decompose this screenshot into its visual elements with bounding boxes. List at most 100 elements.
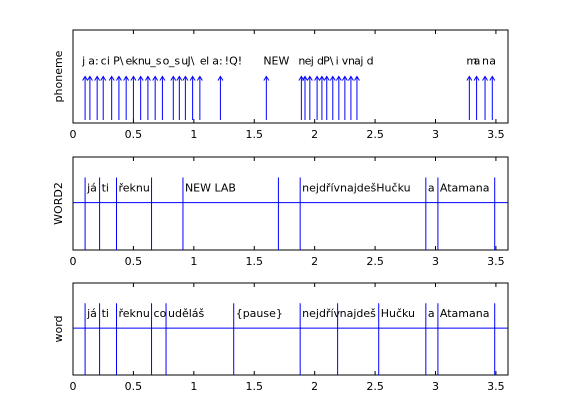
stem-arrowhead [152,75,159,81]
phoneme-label: d [367,54,374,67]
phoneme-label: a [489,54,496,67]
x-tick-label: 3 [432,255,439,268]
stem-arrowhead [335,75,342,81]
segment-label: NEW LAB [185,181,236,194]
x-tick-label: 3.5 [487,128,505,141]
stem-arrowhead [130,75,137,81]
stem-arrowhead [329,75,336,81]
stem-arrowhead [100,75,107,81]
x-tick-label: 1.5 [246,128,264,141]
phoneme-label: m [466,54,477,67]
stem-arrowhead [108,75,115,81]
phoneme-label: P\ [113,54,124,67]
phoneme-label: l [206,54,209,67]
x-tick-label: 2.5 [366,380,384,393]
phoneme-label: _s [149,54,162,67]
phoneme-label: !Q! [225,54,242,67]
phoneme-label: J\ [186,54,194,67]
phoneme-label: i [107,54,110,67]
segment-label: řeknu [119,181,150,194]
x-tick-label: 3.5 [487,255,505,268]
phoneme-label: e [305,54,312,67]
segment-label: a [428,307,435,320]
x-tick-label: 3.5 [487,380,505,393]
stem-arrowhead [170,75,177,81]
x-tick-label: 1.5 [246,255,264,268]
x-tick-label: 3 [432,380,439,393]
phoneme-label: k [132,54,139,67]
x-tick-label: 1 [190,380,197,393]
x-tick-label: 1 [190,128,197,141]
phoneme-label: n [348,54,355,67]
stem-arrowhead [314,75,321,81]
stem-arrowhead [137,75,144,81]
panel-word: 0 0.5 1 1.5 2 2.5 3 3.5 word já ti řeknu co uděláš {pa… [52,282,509,393]
phoneme-label: n [482,54,489,67]
axes-box [72,156,509,251]
x-tick-label: 0 [70,128,77,141]
x-tick-label: 2.5 [366,255,384,268]
y-axis-label: word [52,315,65,342]
phoneme-label: o [163,54,170,67]
segment-label: a [428,181,435,194]
stem-arrowhead [86,75,93,81]
x-tick-label: 2.5 [366,128,384,141]
segment-label: ti [102,307,109,320]
x-tick-label: 2 [311,255,318,268]
x-tick-label: 1.5 [246,380,264,393]
phoneme-label: a [354,54,361,67]
phoneme-label: n [138,54,145,67]
phoneme-label: j [359,54,363,67]
stem-arrowhead [176,75,183,81]
segment-label: {pause} [236,307,283,320]
phoneme-label: P\ [323,54,334,67]
stem-arrowhead [466,75,473,81]
segment-label: Hučku [381,307,415,320]
phoneme-label: j [81,54,85,67]
x-tick-label: 0 [70,380,77,393]
stem-arrowhead [482,75,488,81]
x-tick-label: 2 [311,380,318,393]
x-tick-label: 3 [432,128,439,141]
phoneme-label: u [181,54,188,67]
stem-arrowhead [306,75,313,81]
x-tick-label: 0 [70,255,77,268]
axes-box [72,29,509,124]
stem-arrowhead [189,75,196,81]
panel-WORD2: 0 0.5 1 1.5 2 2.5 3 3.5 WORD2 já ti řeknu NEW LAB nej… [52,156,509,268]
stem-arrowhead [182,75,189,81]
phoneme-label: e [125,54,132,67]
stem-arrowhead [115,75,122,81]
segment-label: nejdřívnajdešHučku [302,181,410,194]
segment-label: co [154,307,167,320]
segment-label: já [86,181,97,194]
stem-arrowhead [94,75,101,81]
segment-label: já [86,307,97,320]
y-axis-label: WORD2 [52,182,65,225]
phoneme-label: n [298,54,305,67]
phoneme-label: _s [168,54,181,67]
segment-label: Atamana [440,181,490,194]
x-tick-label: 0.5 [125,128,143,141]
phoneme-label: d [317,54,324,67]
axes-box [72,282,509,376]
stem-arrowhead [82,75,89,81]
stem-arrowhead [217,75,224,81]
stem-arrowhead [123,75,130,81]
stem-arrowhead [489,75,496,81]
phoneme-label: a [474,54,481,67]
x-tick-label: 2 [311,128,318,141]
stem-arrowhead [473,75,480,81]
stem-arrowhead [341,75,348,81]
x-tick-label: 0.5 [125,380,143,393]
segment-label: ti [102,181,109,194]
stem-arrowhead [302,75,308,81]
stem-arrowhead [323,75,330,81]
segment-label: uděláš [168,307,205,320]
phoneme-label: a: [88,54,98,67]
phoneme-label: a: [212,54,222,67]
stem-arrowhead [159,75,166,81]
phoneme-label: e [200,54,207,67]
